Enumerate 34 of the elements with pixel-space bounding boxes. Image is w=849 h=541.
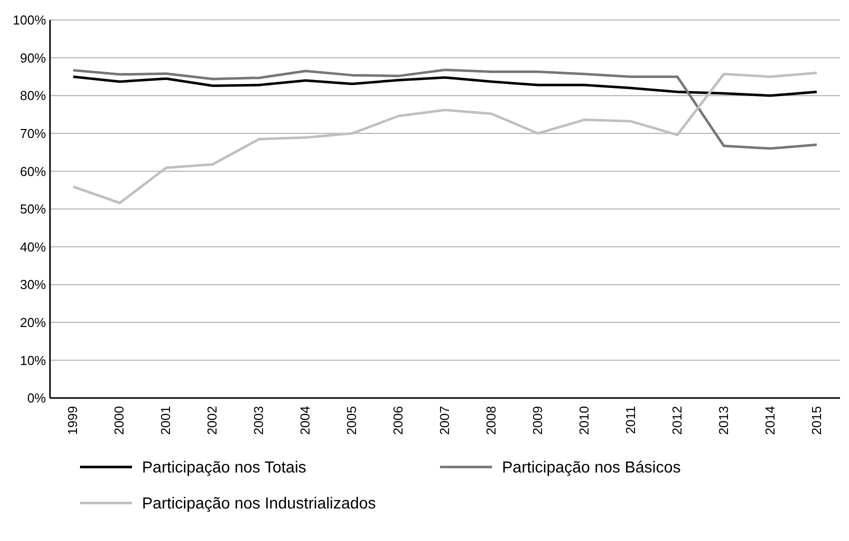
line-series (72, 75, 818, 97)
x-tick-label: 2004 (298, 406, 313, 435)
y-tick-label: 50% (20, 202, 46, 217)
legend-label: Participação nos Totais (142, 460, 306, 477)
x-tick-label: 2008 (483, 406, 498, 435)
x-tick-label: 1999 (65, 406, 80, 435)
x-tick-label: 2003 (251, 406, 266, 435)
y-tick-label: 40% (20, 239, 46, 254)
y-tick-label: 100% (12, 12, 46, 28)
x-tick-label: 2000 (112, 406, 127, 435)
y-tick-label: 30% (20, 277, 46, 292)
x-tick-label: 2002 (204, 406, 220, 435)
x-tick-label: 2014 (762, 406, 778, 435)
legend-label: Participação nos Básicos (502, 460, 681, 477)
line-series (72, 68, 818, 150)
x-tick-label: 2013 (716, 406, 731, 435)
y-tick-label: 20% (20, 314, 46, 330)
y-tick-label: 10% (20, 352, 46, 368)
x-tick-label: 2015 (808, 406, 824, 435)
legend-label: Participação nos Industrializados (142, 496, 376, 513)
x-tick-label: 2006 (390, 406, 406, 435)
x-tick-label: 2007 (437, 406, 452, 435)
y-tick-label: 0% (27, 390, 46, 406)
y-tick-label: 70% (20, 126, 46, 141)
x-tick-label: 2001 (158, 406, 174, 435)
x-tick-label: 2012 (669, 406, 684, 435)
line-series (72, 72, 818, 204)
x-tick-label: 2011 (622, 406, 638, 434)
x-tick-label: 2009 (530, 406, 545, 435)
y-tick-label: 80% (20, 88, 46, 104)
y-tick-label: 60% (20, 164, 46, 179)
y-tick-label: 90% (20, 50, 46, 66)
x-tick-label: 2010 (576, 406, 592, 435)
x-tick-label: 2005 (344, 406, 360, 435)
